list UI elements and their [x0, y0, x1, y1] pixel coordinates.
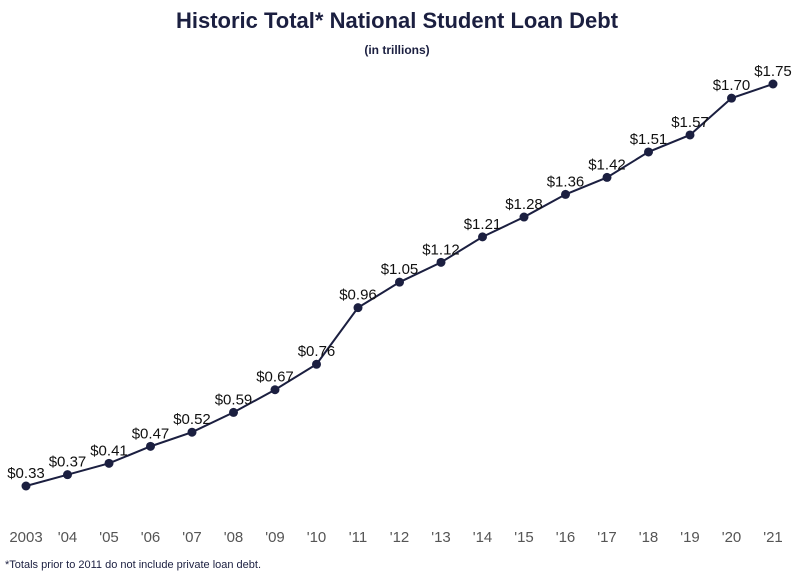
point [146, 441, 155, 451]
x-tick-label: '18 [639, 529, 659, 546]
x-tick-label: '11 [349, 529, 367, 546]
point [21, 481, 31, 491]
x-tick-label: '16 [556, 529, 576, 546]
data-label: $0.67 [256, 369, 294, 386]
x-tick-label: '05 [99, 529, 119, 546]
point [478, 232, 487, 242]
point [519, 212, 529, 222]
point [395, 277, 404, 287]
data-label: $1.21 [464, 216, 502, 233]
data-label: $0.47 [132, 425, 170, 442]
point [229, 407, 238, 417]
point [561, 189, 570, 199]
point [63, 470, 72, 480]
data-label: $1.51 [630, 131, 668, 148]
data-label: $0.33 [7, 465, 45, 482]
x-tick-label: '14 [473, 529, 493, 546]
x-tick-label: '07 [182, 529, 202, 546]
point [187, 427, 197, 437]
point [436, 257, 446, 267]
data-label: $1.36 [547, 173, 585, 190]
x-tick-label: '12 [390, 529, 410, 546]
point [312, 359, 321, 369]
data-label: $1.28 [505, 196, 543, 213]
data-label: $1.57 [671, 114, 709, 131]
x-tick-label: '08 [224, 529, 244, 546]
point [644, 147, 653, 157]
point [353, 303, 363, 313]
footnote: *Totals prior to 2011 do not include pri… [5, 559, 261, 571]
data-label: $0.96 [339, 287, 377, 304]
x-tick-label: '20 [722, 529, 742, 546]
point [768, 79, 778, 89]
x-tick-label: '13 [431, 529, 451, 546]
point [602, 172, 612, 182]
x-tick-label: '10 [307, 529, 327, 546]
x-tick-label: '06 [141, 529, 161, 546]
data-label: $0.37 [49, 454, 87, 471]
chart-title: Historic Total* National Student Loan De… [176, 8, 619, 33]
x-tick-label: 2003 [9, 529, 42, 546]
data-label: $1.70 [713, 77, 751, 94]
x-tick-label: '21 [763, 529, 783, 546]
x-tick-label: '04 [58, 529, 78, 546]
data-label: $1.42 [588, 156, 626, 173]
data-label: $0.59 [215, 391, 253, 408]
x-tick-label: '09 [265, 529, 285, 546]
x-tick-label: '15 [514, 529, 534, 546]
data-label: $0.52 [173, 411, 211, 428]
data-label: $1.12 [422, 241, 460, 258]
point [104, 458, 114, 468]
data-label: $0.41 [90, 442, 128, 459]
data-label: $1.05 [381, 261, 419, 278]
point [270, 385, 280, 395]
data-label: $0.76 [298, 343, 336, 360]
chart-subtitle: (in trillions) [364, 43, 429, 57]
x-tick-label: '19 [680, 529, 700, 546]
x-tick-label: '17 [597, 529, 617, 546]
point [727, 93, 736, 103]
data-label: $1.75 [754, 63, 792, 80]
point [685, 130, 695, 140]
